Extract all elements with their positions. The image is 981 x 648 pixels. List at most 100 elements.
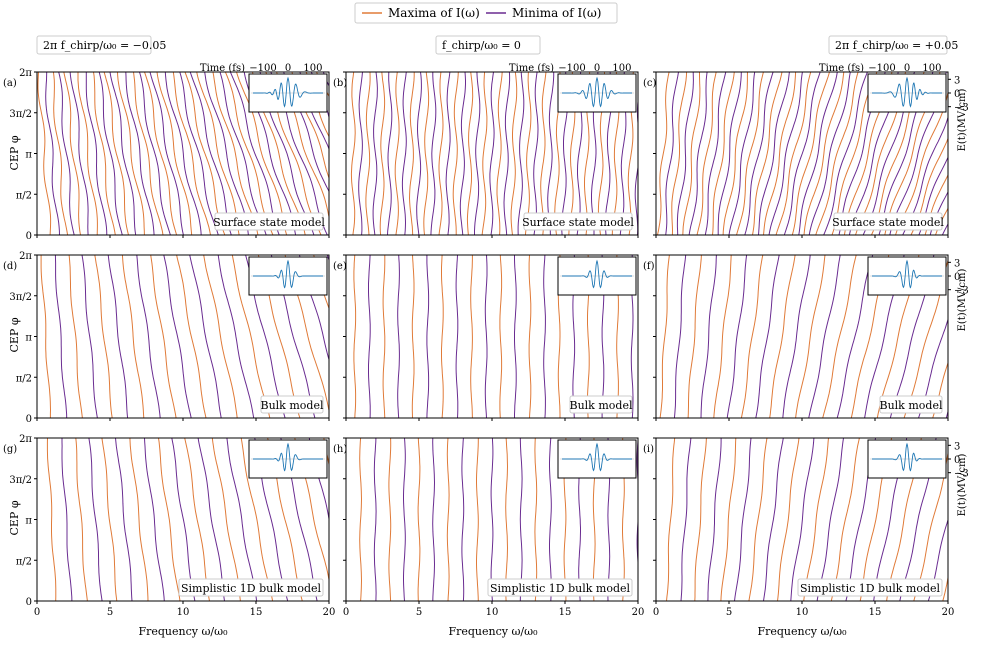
- inset-field-tick-label: −3: [954, 469, 969, 480]
- legend: Maxima of I(ω) Minima of I(ω): [354, 2, 618, 24]
- maxima-line: [446, 438, 450, 601]
- y-tick-label: 0: [26, 231, 32, 242]
- maxima-line: [932, 361, 948, 418]
- inset-time-tick-label: 0: [594, 63, 600, 74]
- minima-line: [768, 72, 803, 235]
- inset-field-trace: [872, 442, 942, 472]
- minima-line: [823, 72, 868, 235]
- maxima-line: [332, 72, 400, 235]
- model-label: Simplistic 1D bulk model: [181, 582, 322, 595]
- panel-d: 0 π/2 π 3π/2 2π(d) Bulk model: [3, 251, 394, 425]
- minima-line: [474, 72, 481, 235]
- model-label-frame: [214, 212, 324, 231]
- minima-line: [426, 255, 430, 418]
- model-label: Simplistic 1D bulk model: [490, 582, 631, 595]
- x-tick-label: 10: [796, 607, 809, 618]
- minima-line: [373, 438, 377, 601]
- inset-time-tick-label: −100: [249, 63, 276, 74]
- x-tick-label: 15: [559, 607, 572, 618]
- minima-line: [816, 438, 844, 601]
- maxima-line: [924, 173, 948, 235]
- maxima-line: [476, 438, 479, 601]
- y-tick-label: π/2: [16, 373, 32, 384]
- maxima-line: [481, 72, 488, 235]
- model-label-frame: [260, 395, 324, 414]
- maxima-line: [672, 72, 677, 235]
- x-tick-label: 5: [107, 607, 113, 618]
- x-tick-label: 10: [486, 607, 499, 618]
- inset-time-tick-label: 100: [303, 63, 322, 74]
- minima-line: [543, 255, 546, 418]
- minima-line: [902, 115, 948, 235]
- inset-field-tick-label: 0: [954, 455, 960, 466]
- maxima-line: [720, 438, 737, 601]
- minima-line: [676, 72, 694, 235]
- y-tick-label: π: [25, 333, 32, 344]
- inset-field-tick-label: 0: [954, 272, 960, 283]
- maxima-line: [68, 255, 83, 418]
- panel-letter: (i): [643, 444, 654, 455]
- inset-time-label: Time (fs): [200, 63, 245, 74]
- panel-letter: (d): [3, 261, 17, 272]
- minima-line: [517, 72, 525, 235]
- inset-field-trace: [872, 76, 942, 108]
- minima-line: [322, 72, 329, 88]
- model-label: Bulk model: [570, 399, 633, 412]
- maxima-line: [379, 72, 386, 235]
- maxima-line: [382, 255, 386, 418]
- maxima-line: [736, 72, 764, 235]
- maxima-line: [184, 72, 226, 235]
- column-title-1: f_chirp/ω₀ = 0: [442, 39, 521, 52]
- maxima-line: [212, 72, 259, 235]
- inset-field-trace: [562, 442, 632, 472]
- minima-line: [88, 438, 103, 601]
- minima-line: [189, 255, 222, 418]
- inset-field-tick-label: 3: [954, 258, 960, 269]
- minima-line: [430, 72, 437, 235]
- minima-line: [549, 438, 552, 601]
- minima-line: [416, 72, 422, 235]
- inset-time-tick-label: 0: [285, 63, 291, 74]
- maxima-line: [775, 72, 812, 235]
- inset-field-trace: [253, 442, 323, 472]
- minima-line: [734, 438, 752, 601]
- minima-line: [455, 255, 459, 418]
- minima-line: [490, 438, 494, 601]
- maxima-line: [505, 438, 509, 601]
- maxima-line: [158, 438, 181, 601]
- minima-line: [707, 438, 722, 601]
- right-axis-label-row-1: E(t)(MV/cm): [957, 268, 968, 331]
- minima-line: [69, 72, 89, 235]
- panel-g: 0 5 10 15 20 0 π/2 π 3π/2 2π(g) Simplistic 1D bulk…: [3, 434, 335, 618]
- panel-letter: (a): [3, 78, 17, 89]
- y-axis-label-row-1: CEP φ: [8, 317, 21, 352]
- x-tick-label: 10: [177, 607, 190, 618]
- model-label: Surface state model: [213, 216, 325, 229]
- maxima-line: [687, 255, 702, 418]
- right-axis-labels: E(t)(MV/cm) E(t)(MV/cm) E(t)(MV/cm): [957, 88, 968, 516]
- minima-line: [149, 72, 184, 235]
- maxima-line: [496, 72, 503, 235]
- maxima-line: [822, 255, 857, 418]
- maxima-line: [103, 72, 129, 235]
- y-tick-label: 0: [26, 597, 32, 608]
- maxima-line: [172, 72, 211, 235]
- minima-line: [204, 72, 249, 235]
- minima-line: [929, 191, 948, 235]
- minima-line: [728, 72, 756, 235]
- y-axis-label-row-0: CEP φ: [8, 135, 21, 170]
- extrema-lines: [40, 255, 394, 418]
- x-axis-labels: Frequency ω/ω₀ Frequency ω/ω₀ Frequency …: [138, 625, 847, 638]
- minima-line: [164, 72, 202, 235]
- maxima-line: [340, 255, 394, 418]
- y-tick-label: π: [25, 150, 32, 161]
- maxima-line: [803, 438, 829, 601]
- x-tick-label: 0: [653, 607, 659, 618]
- right-axis-label-row-0: E(t)(MV/cm): [957, 88, 968, 151]
- minima-line: [387, 72, 393, 235]
- minima-line: [179, 72, 219, 235]
- maxima-line: [75, 438, 88, 601]
- maxima-line: [466, 72, 474, 235]
- maxima-line: [129, 438, 149, 601]
- maxima-line: [659, 255, 670, 418]
